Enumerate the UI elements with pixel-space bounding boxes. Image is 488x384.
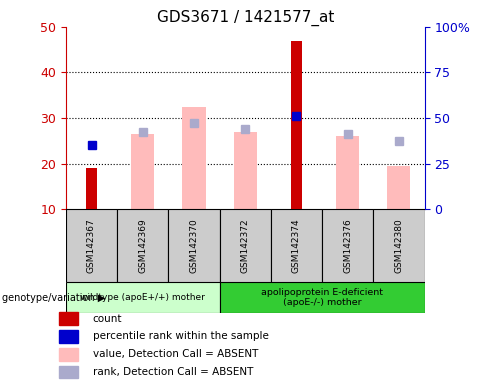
Bar (220, 282, 425, 313)
Bar (234, 132, 257, 209)
Bar (271, 209, 322, 282)
Text: GSM142380: GSM142380 (394, 218, 404, 273)
Text: GSM142372: GSM142372 (241, 218, 250, 273)
Text: GSM142367: GSM142367 (87, 218, 96, 273)
Text: GSM142370: GSM142370 (189, 218, 199, 273)
Bar (131, 134, 154, 209)
Bar (336, 136, 359, 209)
Text: genotype/variation ▶: genotype/variation ▶ (2, 293, 106, 303)
Bar (322, 209, 373, 282)
Text: GSM142369: GSM142369 (138, 218, 147, 273)
Title: GDS3671 / 1421577_at: GDS3671 / 1421577_at (157, 9, 334, 25)
Bar (220, 209, 271, 282)
Text: apolipoprotein E-deficient
(apoE-/-) mother: apolipoprotein E-deficient (apoE-/-) mot… (261, 288, 383, 307)
Text: GSM142376: GSM142376 (343, 218, 352, 273)
Bar (59, 312, 78, 325)
Bar (59, 366, 78, 378)
Bar (183, 107, 205, 209)
Text: rank, Detection Call = ABSENT: rank, Detection Call = ABSENT (93, 367, 253, 377)
Bar (291, 41, 302, 209)
Bar (373, 209, 425, 282)
Bar (59, 348, 78, 361)
Bar (117, 209, 168, 282)
Text: wildtype (apoE+/+) mother: wildtype (apoE+/+) mother (81, 293, 205, 302)
Bar (387, 166, 410, 209)
Text: value, Detection Call = ABSENT: value, Detection Call = ABSENT (93, 349, 258, 359)
Text: GSM142374: GSM142374 (292, 218, 301, 273)
Bar (59, 330, 78, 343)
Bar (66, 209, 117, 282)
Bar (168, 209, 220, 282)
Bar (66, 282, 220, 313)
Text: count: count (93, 314, 122, 324)
Bar (86, 168, 97, 209)
Text: percentile rank within the sample: percentile rank within the sample (93, 331, 268, 341)
